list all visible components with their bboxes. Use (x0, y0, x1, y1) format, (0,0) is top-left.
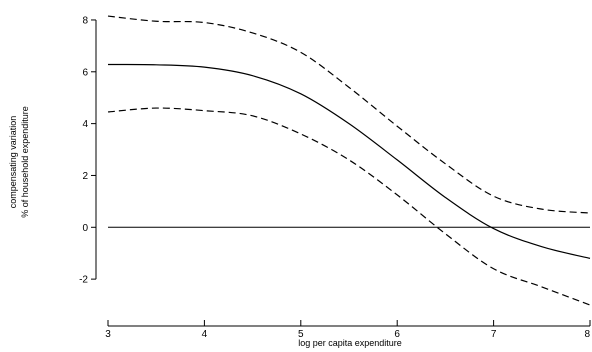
x-tick-label-3: 3 (105, 329, 111, 340)
y-axis-label-line-2: % of household expenditure (20, 106, 30, 218)
y-tick-label-4: 4 (82, 119, 88, 130)
x-tick-label-4: 4 (202, 329, 208, 340)
plot-area: -2 0 2 4 6 8 3 4 5 6 7 8 (79, 15, 591, 340)
x-tick-label-6: 6 (394, 329, 400, 340)
y-tick-label--2: -2 (79, 275, 88, 286)
estimate-line (107, 63, 591, 259)
y-tick-label-6: 6 (82, 67, 88, 78)
upper-bound-line (107, 15, 591, 214)
x-axis-label: log per capita expenditure (298, 338, 402, 348)
y-tick-label-8: 8 (82, 15, 88, 26)
y-axis-label-line-1: compensating variation (8, 116, 18, 209)
x-tick-label-7: 7 (491, 329, 497, 340)
y-tick-label-0: 0 (82, 223, 88, 234)
lower-bound-line (107, 107, 591, 306)
y-tick-label-2: 2 (82, 171, 88, 182)
y-axis-label: compensating variation % of household ex… (8, 106, 30, 218)
x-tick-label-8: 8 (584, 329, 590, 340)
x-tick-label-5: 5 (298, 329, 304, 340)
